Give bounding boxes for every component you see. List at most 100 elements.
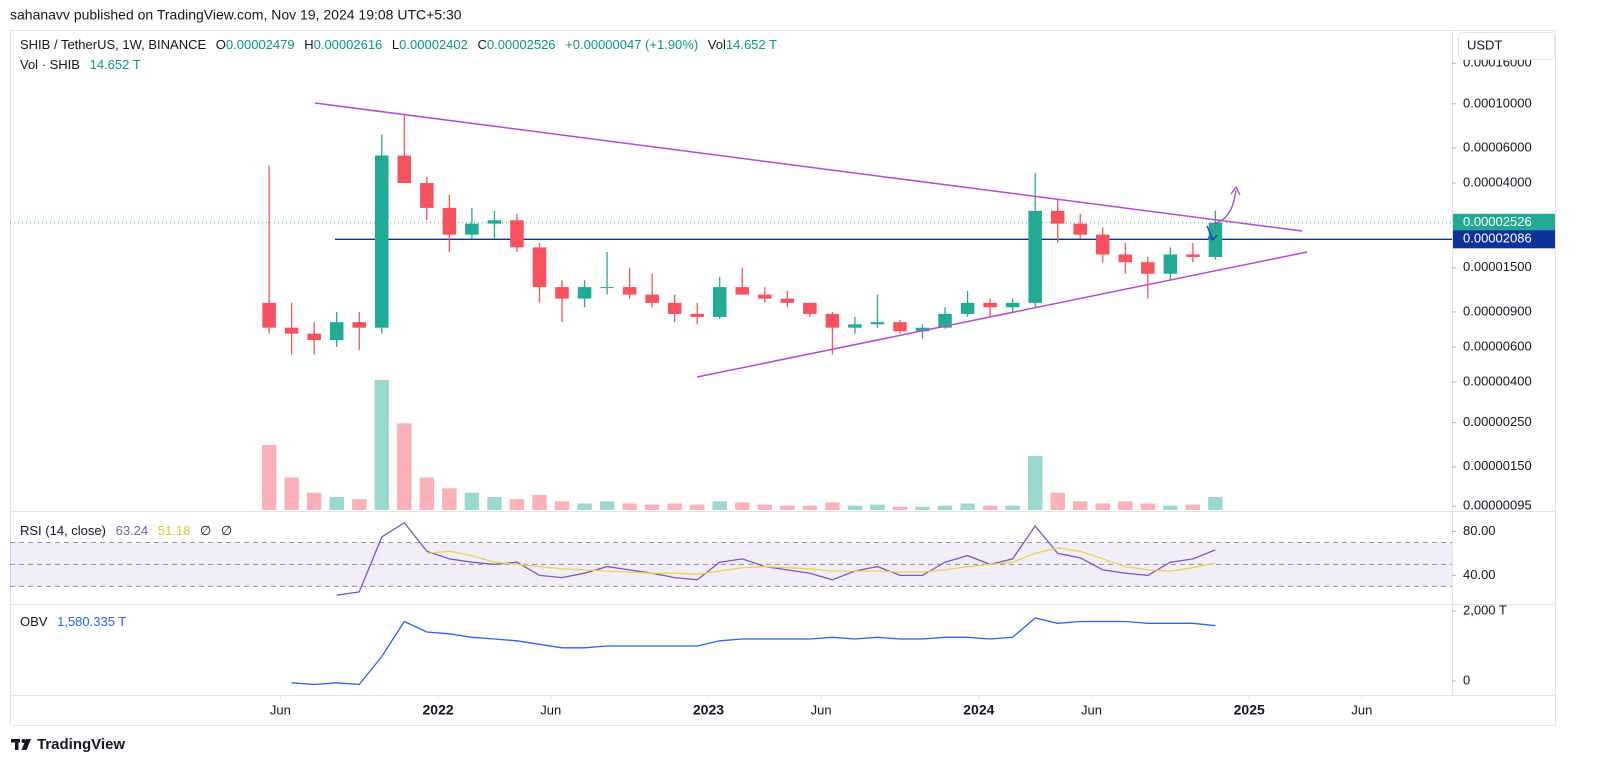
candle-body [1096, 234, 1110, 255]
volume-bar [554, 501, 570, 510]
volume-bar [982, 505, 998, 510]
candle-body [915, 327, 930, 332]
y-tick-label: 0.00001500 [1463, 259, 1532, 274]
volume-bar [622, 503, 637, 510]
y-tick-label: 0.00000250 [1463, 414, 1532, 429]
candle-body [735, 287, 750, 295]
volume-bar [487, 497, 502, 510]
volume-bar [509, 499, 525, 510]
candle-body [329, 322, 344, 341]
volume-bar [689, 504, 705, 510]
low-label: L [392, 37, 399, 52]
volume-bar [532, 494, 547, 510]
volume-bar [780, 505, 795, 510]
candle-body [938, 313, 952, 328]
pane [10, 521, 1452, 596]
candle-body [532, 247, 547, 288]
y-tick-label: 0.00000600 [1463, 338, 1532, 353]
price-label-box [1453, 213, 1555, 232]
x-tick-label: 2022 [423, 702, 454, 718]
candle-body [825, 313, 840, 328]
candle-body [1141, 262, 1155, 274]
y-tick-label: 80.00 [1463, 523, 1496, 538]
pane: Jun 2022 Jun 2023 Jun 2024 Jun 2025 Jun0.0001600… [270, 55, 1555, 718]
close-value: 0.00002526 [487, 37, 556, 52]
trendline-upper [314, 102, 1303, 232]
obv-value: 1,580.335 T [57, 614, 126, 629]
currency[interactable]: USDT [1467, 37, 1502, 52]
candle-body [465, 223, 479, 235]
candle-body [510, 220, 524, 248]
indicator-line [426, 547, 1216, 575]
volume-bar [464, 492, 480, 510]
brand-logo [11, 739, 31, 750]
candle-body [397, 155, 412, 184]
volume-bar [442, 488, 457, 510]
y-tick-label: 0.00000095 [1463, 498, 1532, 513]
vol-value: 14.652 T [90, 57, 141, 72]
candle-body [600, 287, 614, 289]
volume-bar [261, 445, 277, 510]
arrow-up-head [1230, 185, 1241, 196]
candle-body [712, 287, 727, 317]
volume-bar [960, 503, 975, 510]
price-label: 0.00002526 [1463, 214, 1532, 229]
currency-button[interactable] [1458, 32, 1555, 60]
volume-bar [306, 492, 322, 510]
volume-bar [667, 503, 682, 510]
legend-main: SHIB / TetherUS, 1W, BINANCE O0.00002479… [20, 37, 777, 52]
candle-body [848, 324, 862, 328]
volume-bar [847, 505, 863, 510]
brand: TradingView [37, 736, 125, 753]
volume-bar [1140, 503, 1156, 510]
open-label: O [216, 37, 226, 52]
open-value: 0.00002479 [226, 37, 295, 52]
candle-body [667, 302, 682, 314]
volume-bar [892, 506, 908, 510]
candle-body [262, 302, 276, 328]
candle-body [893, 322, 907, 332]
volume-bar [1163, 505, 1178, 510]
volume-bar [825, 502, 840, 510]
rsi-title: RSI (14, close) [20, 523, 106, 538]
candle-body [960, 302, 975, 314]
obv-title: OBV [20, 614, 48, 629]
candle-body [1186, 254, 1200, 257]
candle-body [870, 322, 885, 325]
volume-bar [1095, 503, 1110, 510]
chart-frame [10, 30, 1556, 726]
low-value: 0.00002402 [399, 37, 468, 52]
volume-bar [329, 497, 344, 510]
candle-body [983, 302, 997, 308]
rsi-legend: RSI (14, close) 63.24 51.18 ∅ ∅ [20, 523, 232, 538]
volume-bar [1073, 501, 1088, 510]
legend-volume: Vol · SHIB 14.652 T [20, 57, 141, 72]
icon: ∅ [200, 523, 211, 538]
candle-body [690, 313, 704, 317]
volume-bar [915, 506, 930, 510]
candle-body [803, 302, 817, 314]
y-tick-label: 2,000 T [1463, 602, 1507, 617]
candle-body [577, 287, 592, 299]
pane [10, 114, 1452, 510]
rsi-ma-value: 51.18 [158, 523, 191, 538]
y-tick-label: 40.00 [1463, 567, 1496, 582]
candle-body [1163, 254, 1178, 274]
volume-bar [1027, 455, 1043, 510]
y-tick-label: 0.00006000 [1463, 139, 1532, 154]
candle-body [645, 294, 659, 303]
y-tick-label: 0.00010000 [1463, 95, 1532, 110]
volume-bar [577, 503, 592, 510]
candle-body [420, 183, 434, 208]
candle-body [442, 207, 457, 235]
x-tick-label: 2025 [1234, 702, 1265, 718]
candle-body [487, 220, 502, 224]
volume-bar [1185, 504, 1201, 510]
candle-body [780, 298, 795, 303]
y-tick-label: 0 [1463, 672, 1470, 687]
volume-bar [802, 505, 818, 510]
y-tick-label: 0.00000900 [1463, 303, 1532, 318]
candle-body [284, 327, 299, 334]
x-tick-label: Jun [1351, 702, 1372, 717]
